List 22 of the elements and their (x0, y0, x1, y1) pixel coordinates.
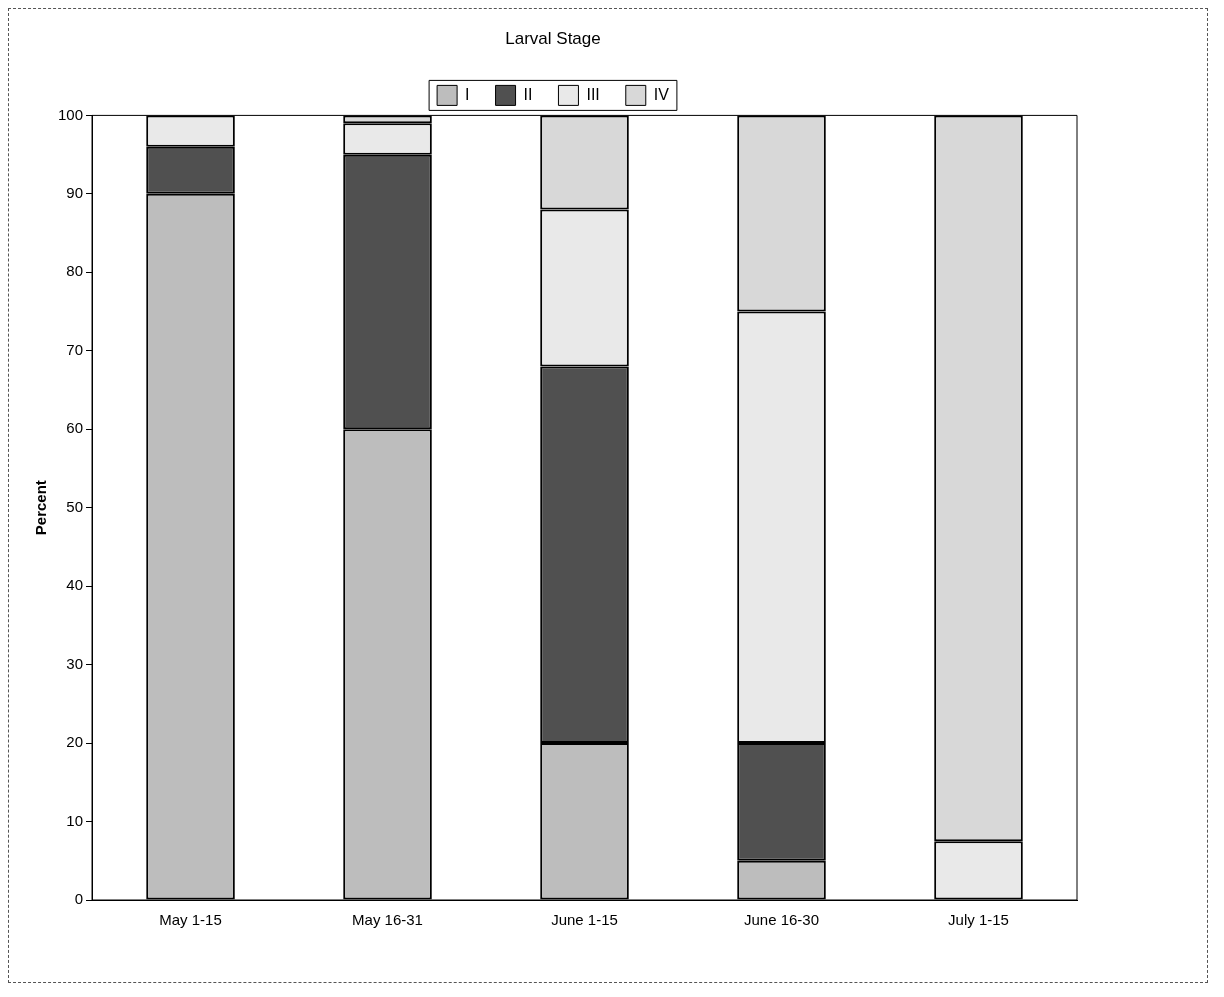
y-tick-label: 100 (58, 105, 84, 123)
y-axis-title: Percent (32, 480, 50, 536)
legend-label: I (465, 85, 470, 103)
x-tick-label: May 16-31 (352, 911, 423, 929)
chart-title: Larval Stage (505, 28, 601, 48)
x-tick-label: July 1-15 (948, 911, 1009, 929)
y-tick-label: 80 (66, 262, 84, 280)
legend-label: IV (653, 85, 670, 103)
x-tick-label: June 16-30 (743, 911, 820, 929)
legend-label: II (523, 85, 533, 103)
x-tick-label: June 1-15 (551, 911, 618, 929)
y-tick-label: 30 (66, 654, 84, 672)
x-tick-label: May 1-15 (159, 911, 222, 929)
legend-label: III (586, 85, 600, 103)
y-tick-label: 20 (66, 733, 84, 751)
y-tick-label: 0 (74, 890, 84, 908)
y-tick-label: 40 (66, 576, 84, 594)
y-tick-label: 70 (66, 340, 84, 358)
y-tick-label: 60 (66, 419, 84, 437)
y-tick-label: 90 (66, 184, 84, 201)
y-tick-label: 50 (66, 497, 84, 515)
y-tick-label: 10 (66, 811, 84, 829)
